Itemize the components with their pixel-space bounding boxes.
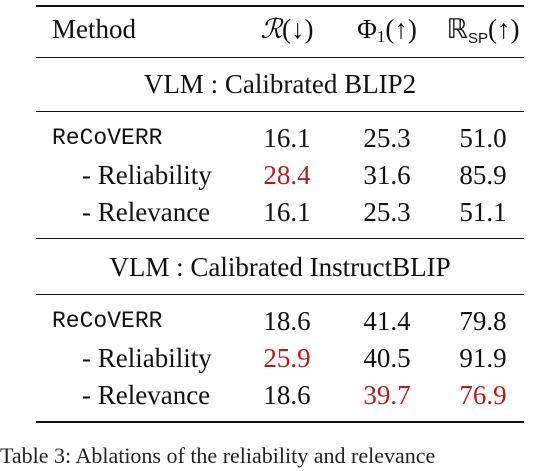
row-name: - Relevance (82, 197, 211, 227)
cell-risk-highlight: 28.4 (263, 160, 311, 190)
section-rule (36, 294, 524, 295)
header-risk: ℛ(↓) (233, 12, 341, 47)
phi-symbol: Φ (357, 14, 377, 44)
cell-rsp: 85.9 (459, 160, 507, 190)
row-name: - Relevance (82, 380, 211, 410)
cell-rsp: 79.8 (459, 306, 507, 336)
section-title-blip2: VLM : Calibrated BLIP2 (143, 69, 417, 99)
phi-arrow: (↑) (385, 14, 417, 44)
rsp-arrow: (↑) (487, 14, 520, 44)
cell-phi1: 25.3 (363, 197, 411, 227)
rsp-symbol: ℝ (446, 14, 468, 45)
cell-rsp: 51.0 (459, 123, 507, 153)
rsp-subscript: SP (467, 30, 488, 47)
cell-rsp-highlight: 76.9 (459, 380, 507, 410)
row-name: - Reliability (82, 160, 212, 190)
cell-phi1: 41.4 (363, 306, 411, 336)
mid-rule (36, 238, 524, 239)
bottom-rule (36, 421, 524, 423)
cell-risk-highlight: 25.9 (263, 343, 311, 373)
cell-rsp: 91.9 (459, 343, 507, 373)
section-rule (36, 111, 524, 112)
cell-risk: 16.1 (263, 123, 311, 153)
cell-phi1: 25.3 (363, 123, 411, 153)
cell-phi1: 31.6 (363, 160, 411, 190)
cell-phi1-highlight: 39.7 (363, 380, 411, 410)
results-table: Method ℛ(↓) Φ1(↑) ℝSP(↑) VLM : Calibrate… (0, 5, 533, 468)
header-phi1: Φ1(↑) (341, 12, 433, 54)
table-caption: Table 3: Ablations of the reliability an… (0, 443, 436, 468)
header-rsp: ℝSP(↑) (433, 12, 533, 56)
section-title-instructblip: VLM : Calibrated InstructBLIP (109, 252, 451, 282)
risk-arrow: (↓) (282, 14, 314, 44)
header-method: Method (52, 14, 136, 44)
cell-risk: 18.6 (263, 306, 311, 336)
row-name: - Reliability (82, 343, 212, 373)
cell-risk: 18.6 (263, 380, 311, 410)
header-rule (36, 57, 524, 58)
cell-rsp: 51.1 (459, 197, 507, 227)
cell-phi1: 40.5 (363, 343, 411, 373)
risk-symbol: ℛ (260, 14, 283, 45)
cell-risk: 16.1 (263, 197, 311, 227)
phi-subscript: 1 (376, 27, 386, 46)
row-name: ReCoVERR (52, 308, 163, 334)
row-name: ReCoVERR (52, 125, 163, 151)
top-rule (36, 5, 524, 7)
